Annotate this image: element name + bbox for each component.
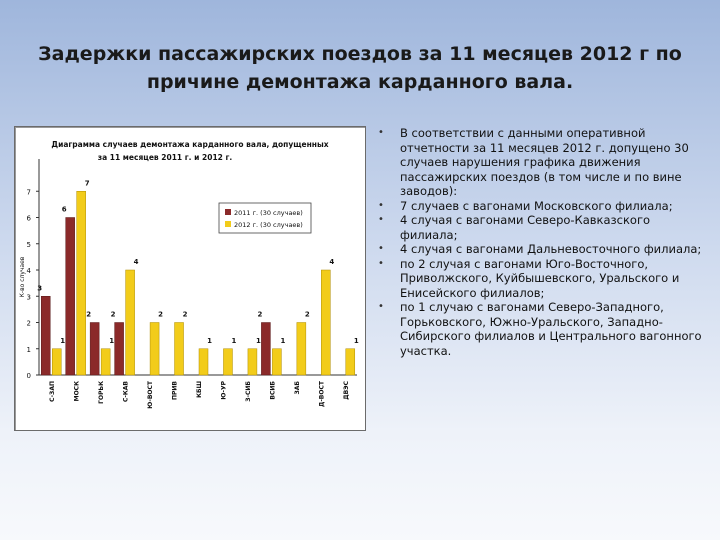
- bar-2012: [125, 269, 135, 376]
- x-category-label: С-КАВ: [123, 381, 130, 402]
- bar-chart: Диаграмма случаев демонтажа карданного в…: [19, 140, 359, 409]
- slide-title: Задержки пассажирских поездов за 11 меся…: [30, 40, 690, 96]
- bar-2012: [51, 348, 62, 376]
- data-label-2012: 1: [256, 337, 261, 345]
- data-label-2012: 1: [109, 337, 114, 345]
- y-tick-label: 6: [27, 215, 32, 223]
- x-category-label: МОСК: [74, 381, 81, 401]
- data-label-2012: 1: [232, 337, 237, 345]
- data-label-2011: 2: [257, 311, 262, 319]
- y-tick-label: 7: [27, 188, 31, 196]
- data-label-2012: 2: [158, 311, 163, 319]
- bar-2011: [89, 322, 100, 376]
- bar-2012: [76, 191, 86, 376]
- y-tick-label: 1: [27, 346, 31, 354]
- legend-swatch-2012: [225, 221, 231, 227]
- bar-2011: [40, 296, 51, 376]
- bullet-icon: •: [378, 243, 384, 254]
- bar-2011: [261, 322, 271, 376]
- bullet-item: • 7 случаев с вагонами Московского филиал…: [378, 199, 708, 214]
- bullet-item: • 4 случая с вагонами Дальневосточного фи…: [378, 242, 708, 257]
- legend-box: [218, 202, 312, 234]
- x-category-label: ВСИБ: [269, 381, 276, 400]
- chart-frame: Диаграмма случаев демонтажа карданного в…: [14, 126, 366, 431]
- x-category-label: ЗАБ: [294, 381, 301, 395]
- bar-2012: [272, 348, 282, 376]
- data-label-2012: 2: [183, 311, 188, 319]
- y-tick-label: 3: [27, 293, 31, 301]
- x-category-label: С-ЗАП: [49, 381, 56, 402]
- chart-title-line1: Диаграмма случаев демонтажа карданного в…: [51, 140, 328, 149]
- data-label-2011: 2: [111, 311, 116, 319]
- data-label-2011: 2: [86, 311, 91, 319]
- x-category-label: ДВЭС: [343, 380, 350, 399]
- slide-title-line2: причине демонтажа карданного вала.: [146, 71, 574, 93]
- bullet-text: В соответствии с данными оперативной отч…: [400, 126, 689, 198]
- bullet-icon: •: [378, 257, 384, 269]
- data-label-2012: 7: [85, 179, 90, 187]
- bullet-text: 4 случая с вагонами Дальневосточного фил…: [400, 242, 702, 256]
- bullet-icon: •: [378, 301, 384, 312]
- bar-2012: [100, 348, 111, 376]
- bar-2012: [321, 269, 331, 376]
- data-label-2012: 1: [60, 337, 65, 345]
- bar-2012: [174, 322, 184, 376]
- data-label-2012: 4: [329, 258, 334, 266]
- y-tick-label: 4: [27, 267, 32, 275]
- y-tick-label: 2: [27, 320, 31, 328]
- bullet-icon: •: [378, 199, 384, 211]
- data-label-2012: 2: [305, 311, 310, 319]
- y-tick-label: 5: [27, 241, 31, 249]
- legend-label-2012: 2012 г. (30 случаев): [234, 221, 303, 229]
- bar-2012: [296, 322, 307, 376]
- bullet-item: • по 2 случая с вагонами Юго-Восточного, …: [378, 257, 708, 301]
- bar-2012: [198, 348, 209, 376]
- bullet-text: по 2 случая с вагонами Юго-Восточного, П…: [400, 256, 680, 300]
- slide-title-line1: Задержки пассажирских поездов за 11 меся…: [38, 43, 682, 65]
- bar-2011: [65, 217, 75, 376]
- x-category-label: КБШ: [196, 381, 203, 398]
- bullet-item: • по 1 случаю с вагонами Северо-Западного…: [378, 300, 708, 358]
- x-category-label: З-СИБ: [245, 381, 252, 402]
- bar-2012: [149, 322, 160, 376]
- x-category-label: ПРИВ: [172, 381, 179, 400]
- bullet-icon: •: [378, 127, 384, 138]
- legend-label-2011: 2011 г. (30 случаев): [234, 209, 303, 217]
- bullet-item: • 4 случая с вагонами Северо-Кавказского …: [378, 213, 708, 242]
- bar-2012: [223, 348, 233, 376]
- data-label-2012: 1: [207, 337, 212, 345]
- bar-2012: [247, 348, 258, 376]
- bullet-text: 7 случаев с вагонами Московского филиала…: [400, 198, 673, 213]
- data-label-2011: 6: [62, 206, 67, 214]
- bar-2012: [345, 348, 356, 376]
- data-label-2012: 1: [354, 337, 359, 345]
- data-label-2011: 3: [37, 284, 42, 292]
- y-tick-label: 0: [27, 372, 31, 380]
- data-label-2012: 4: [134, 258, 139, 266]
- bullet-item: • В соответствии с данными оперативной от…: [378, 126, 708, 199]
- x-category-label: Д-ВОСТ: [318, 380, 325, 407]
- bullet-icon: •: [378, 214, 384, 225]
- x-category-label: Ю-ВОСТ: [147, 380, 154, 409]
- bullet-text: 4 случая с вагонами Северо-Кавказского ф…: [400, 213, 651, 242]
- bar-2011: [114, 322, 124, 376]
- legend-swatch-2011: [225, 209, 231, 215]
- data-label-2012: 1: [280, 337, 285, 345]
- x-category-label: Ю-УР: [220, 380, 227, 399]
- y-axis-label: К-во случаев: [19, 256, 26, 297]
- bullet-list: • В соответствии с данными оперативной от…: [378, 126, 708, 358]
- chart-title-line2: за 11 месяцев 2011 г. и 2012 г.: [98, 153, 233, 162]
- bullet-text: по 1 случаю с вагонами Северо-Западного,…: [400, 300, 702, 358]
- x-category-label: ГОРЬК: [98, 381, 105, 404]
